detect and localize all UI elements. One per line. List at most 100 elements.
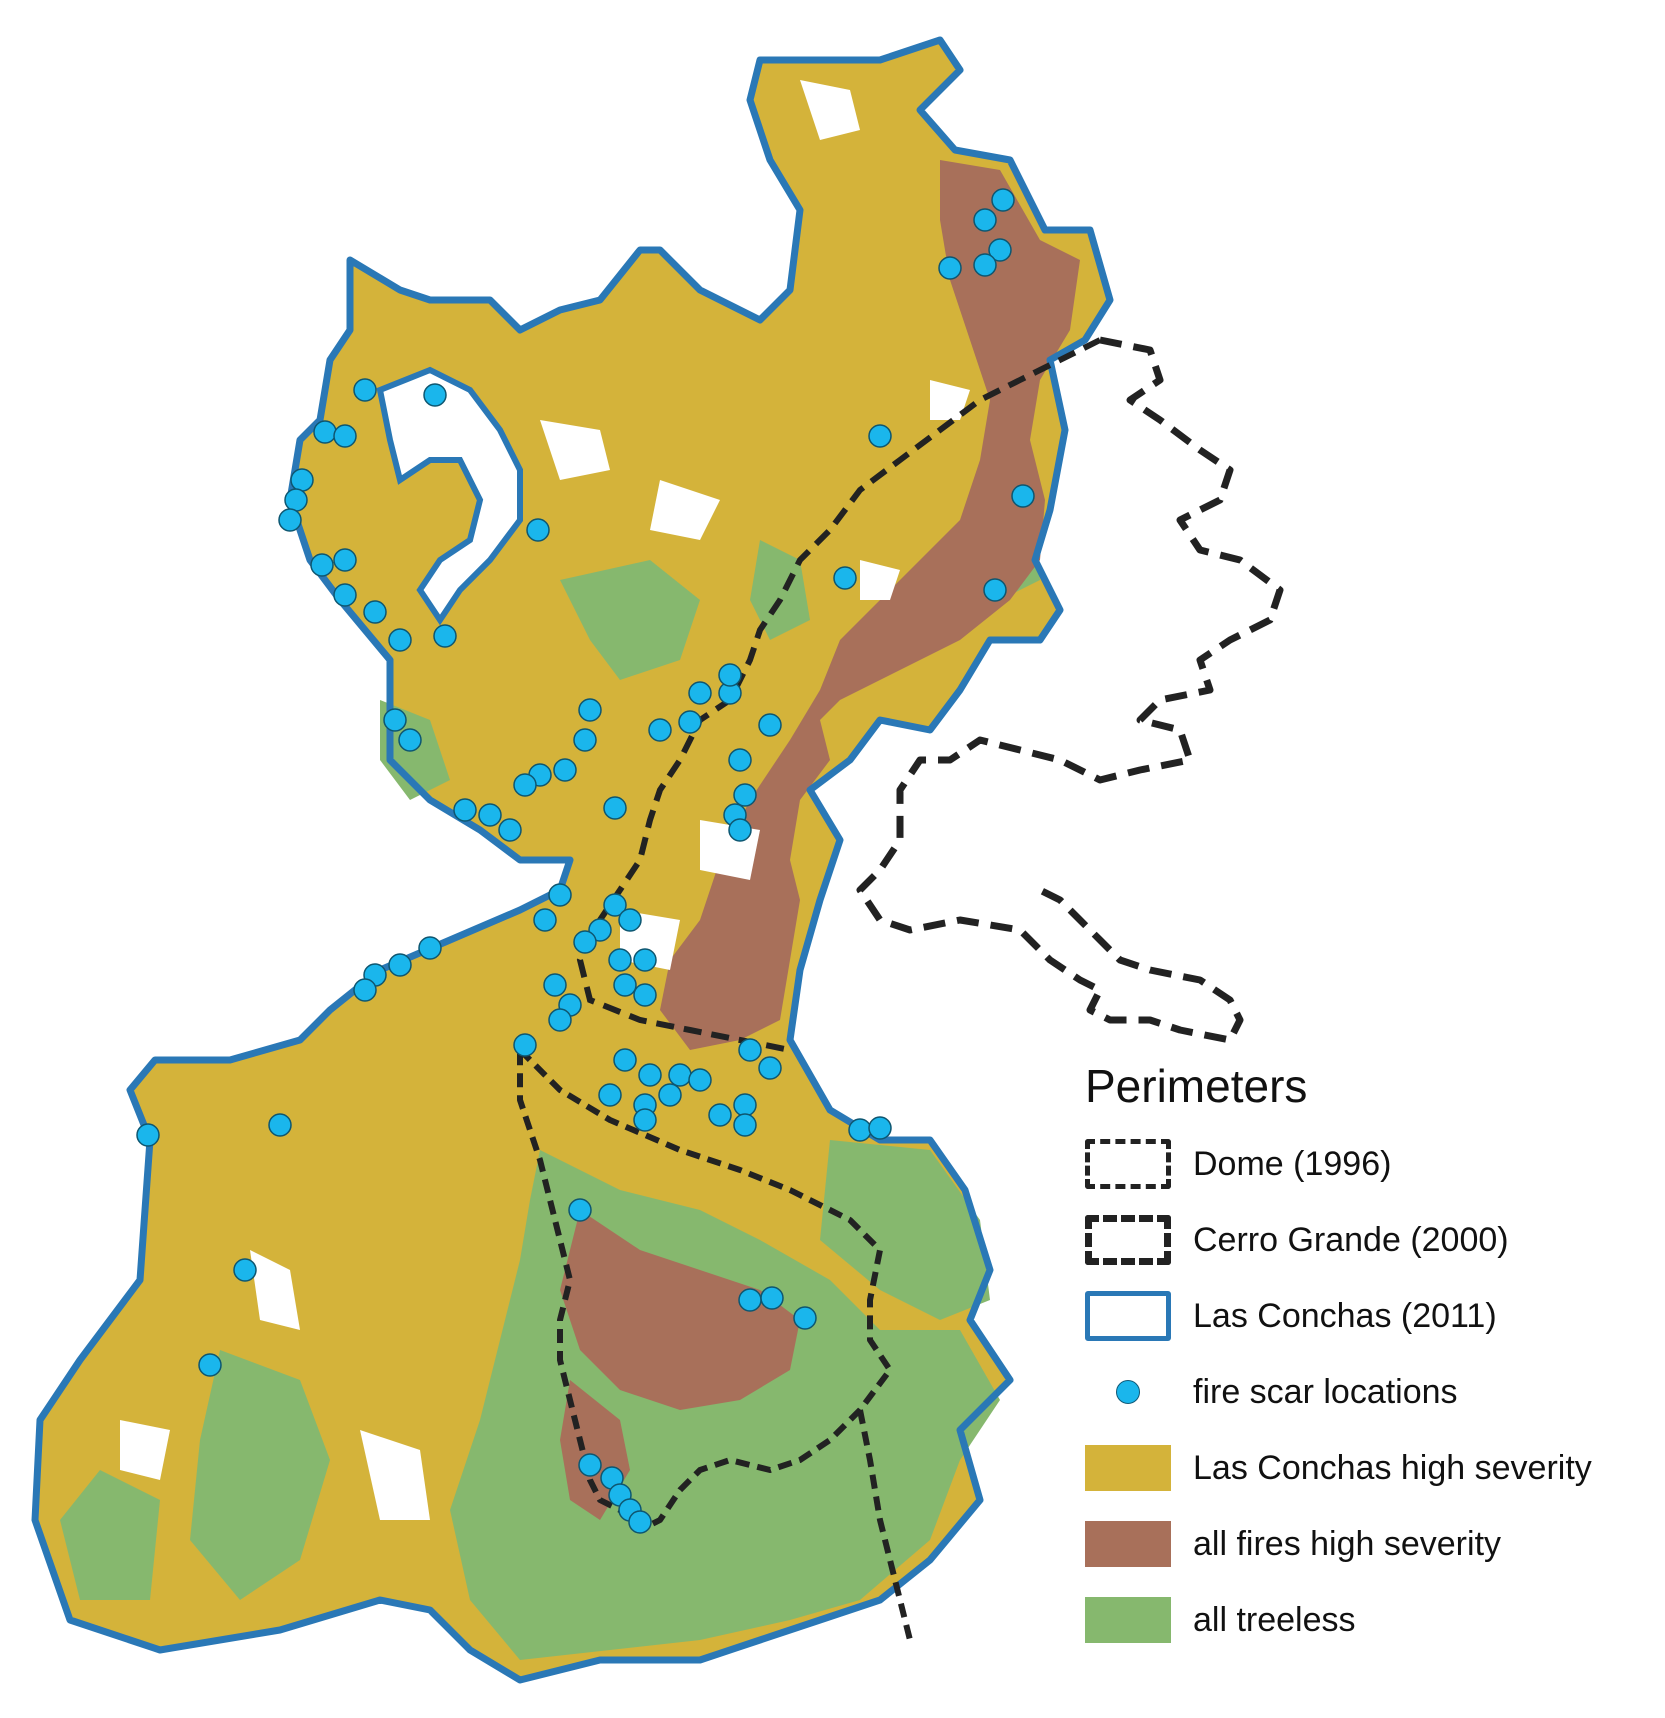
fire-scar-point [733,1113,757,1137]
fire-scar-points [136,188,1035,1534]
legend-label: all treeless [1193,1600,1356,1639]
fire-scar-point [613,973,637,997]
fire-scar-point [638,1063,662,1087]
fire-scar-swatch [1085,1367,1171,1417]
las-conchas-inner-perimeter [376,366,523,626]
fire-scar-point [278,508,302,532]
fire-scar-dot-icon [1116,1380,1140,1404]
fire-scar-point [498,818,522,842]
fire-scar-point [533,908,557,932]
fire-scar-point [728,748,752,772]
fire-scar-point [513,773,537,797]
legend-label: Las Conchas high severity [1193,1448,1592,1487]
fire-scar-point [988,238,1012,262]
legend-item-las-conchas: Las Conchas (2011) [1085,1278,1645,1354]
fire-scar-point [333,424,357,448]
fire-scar-point [938,256,962,280]
legend-item-dome: Dome (1996) [1085,1126,1645,1202]
legend-label: fire scar locations [1193,1372,1458,1411]
fire-scar-point [973,253,997,277]
fire-scar-point [333,583,357,607]
fire-scar-point [543,973,567,997]
dome-perimeter-swatch [1085,1139,1171,1189]
fire-scar-point [353,978,377,1002]
las-conchas-perimeter [31,36,1114,1684]
fire-scar-point [433,624,457,648]
dome-tail [857,1409,913,1641]
fire-scar-point [198,1353,222,1377]
fire-scar-point [708,1103,732,1127]
treeless-hole [380,370,520,620]
fire-scar-point [603,893,627,917]
fire-scar-point [363,600,387,624]
fire-scar-point [833,566,857,590]
fire-scar-point [453,798,477,822]
fire-scar-point [513,1033,537,1057]
fire-scar-point [398,728,422,752]
fire-scar-point [793,1306,817,1330]
fire-scar-point [668,1063,692,1087]
fire-scar-point [628,1510,652,1534]
fire-scar-point [233,1258,257,1282]
cerro-grande-perimeter [856,336,1284,1044]
fire-scar-point [333,548,357,572]
fire-scar-point [284,488,308,512]
fire-scar-point [868,424,892,448]
legend-label: Las Conchas (2011) [1193,1296,1497,1335]
fire-scar-point [578,1453,602,1477]
fire-scar-point [733,1093,757,1117]
fire-scar-point [688,1068,712,1092]
legend-item-cerro-grande: Cerro Grande (2000) [1085,1202,1645,1278]
fire-scar-point [618,908,642,932]
fire-scar-point [738,1288,762,1312]
legend-item-fire-scar: fire scar locations [1085,1354,1645,1430]
fire-scar-point [983,578,1007,602]
fire-scar-point [718,663,742,687]
legend-label: all fires high severity [1193,1524,1502,1563]
dome-perimeter [517,1047,893,1533]
fire-scar-point [760,1286,784,1310]
fire-scar-point [268,1113,292,1137]
legend-item-all-fires-high-severity: all fires high severity [1085,1506,1645,1582]
all-fires-high-severity-swatch [1085,1521,1171,1567]
cerro-grande-perimeter-swatch [1085,1215,1171,1265]
fire-scar-point [658,1083,682,1107]
fire-scar-point [603,796,627,820]
legend-item-all-treeless: all treeless [1085,1582,1645,1658]
fire-scar-point [548,1008,572,1032]
fire-scar-point [613,1048,637,1072]
fire-scar-point [868,1116,892,1140]
fire-scar-point [848,1118,872,1142]
fire-scar-point [310,553,334,577]
legend-label: Dome (1996) [1193,1144,1392,1183]
fire-scar-point [688,681,712,705]
legend-item-las-conchas-high-severity: Las Conchas high severity [1085,1430,1645,1506]
las-conchas-perimeter-swatch [1085,1291,1171,1341]
legend: Perimeters Dome (1996) Cerro Grande (200… [1085,1060,1645,1658]
fire-scar-point [758,1056,782,1080]
fire-scar-point [526,518,550,542]
fire-scar-point [568,1198,592,1222]
fire-scar-point [733,783,757,807]
legend-title: Perimeters [1085,1060,1308,1112]
fire-scar-point [573,930,597,954]
fire-scar-point [648,718,672,742]
fire-scar-point [758,713,782,737]
fire-scar-point [388,953,412,977]
fire-scar-point [353,378,377,402]
fire-scar-point [633,983,657,1007]
fire-scar-point [1011,484,1035,508]
cerro-grande-inner-edge [576,337,1102,1053]
fire-scar-point [973,208,997,232]
all-treeless-swatch [1085,1597,1171,1643]
fire-scar-point [383,708,407,732]
fire-scar-point [728,818,752,842]
fire-scar-point [553,758,577,782]
fire-scar-point [738,1038,762,1062]
fire-scar-point [548,883,572,907]
fire-scar-point [136,1123,160,1147]
fire-scar-point [608,948,632,972]
fire-scar-point [573,728,597,752]
fire-scar-point [578,698,602,722]
